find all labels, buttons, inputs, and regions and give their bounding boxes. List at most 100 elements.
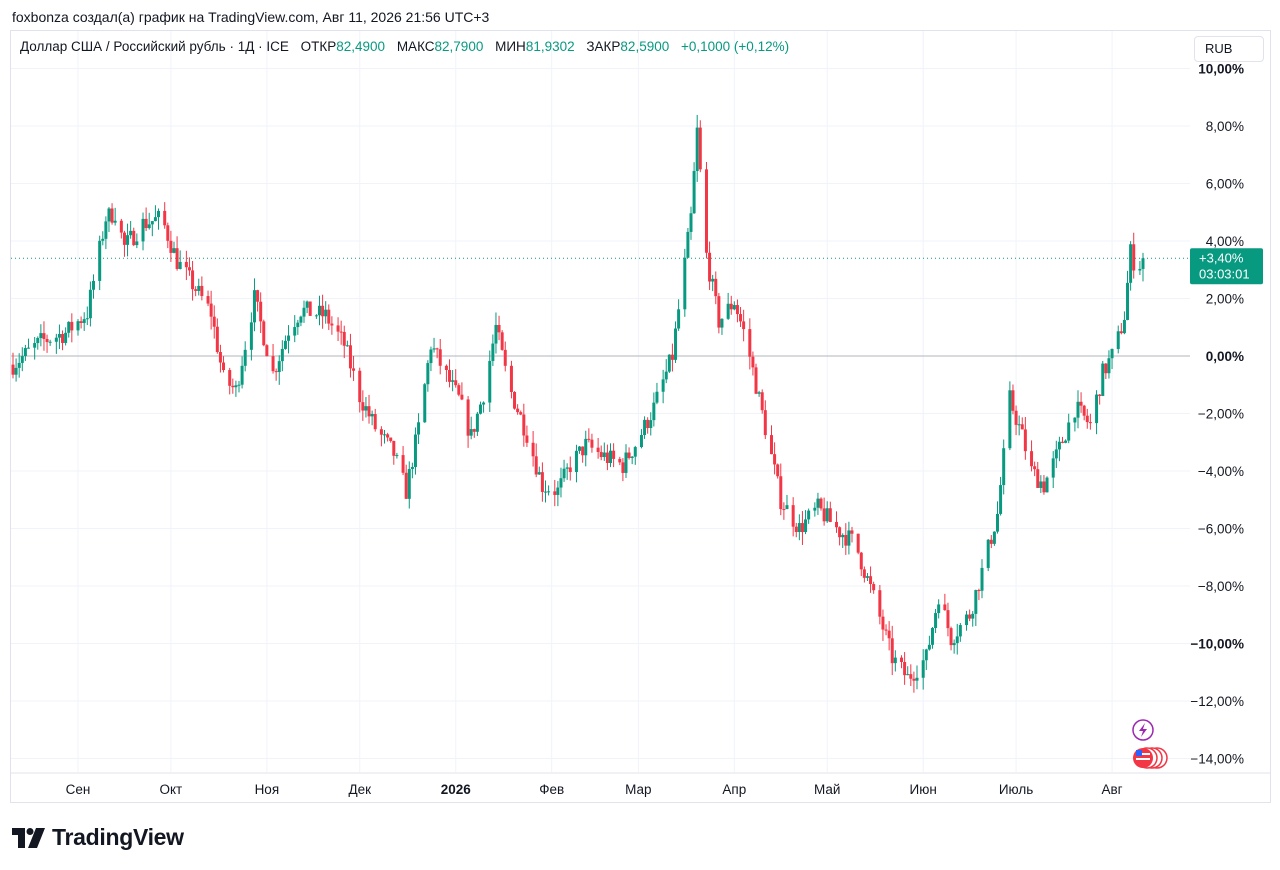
x-tick-label: Июн [910,782,937,797]
candle-body [438,349,442,366]
candle-body [26,347,30,349]
candle-body [339,331,343,333]
candle-body [757,392,761,394]
candle-body [599,452,603,458]
candle-body [652,402,656,421]
axis-layer: 10,00% 8,00% 6,00% 4,00% 2,00% 0,00% −2,00% −4,… [11,62,1270,797]
candle-body [265,345,269,357]
candle-body [760,392,764,411]
candle-body [169,240,173,253]
candle-body [850,530,854,534]
candle-body [1107,358,1111,374]
candle-body [70,321,74,331]
candle-body [674,328,678,360]
candle-body [1104,363,1108,374]
candle-body [531,442,535,457]
candle-body [444,365,448,370]
candle-body [352,368,356,371]
candle-body [621,462,625,473]
candle-body [989,539,993,544]
candle-body [785,505,789,510]
candle-body [977,590,981,592]
candle-body [1042,481,1046,493]
candle-body [881,616,885,630]
candle-body [633,447,637,457]
candle-body [856,533,860,553]
candle-body [779,476,783,510]
candle-body [565,467,569,469]
candle-body [624,452,628,473]
candle-body [413,434,417,467]
candle-body [587,438,591,440]
candle-body [903,662,907,676]
us-flag-event-icon [1133,747,1168,769]
y-tick-label: −14,00% [1190,752,1244,767]
candle-body [1061,441,1065,443]
candle-body [1085,415,1089,423]
x-tick-label: 2026 [441,782,472,797]
candle-body [1110,348,1114,359]
candle-body [426,363,430,385]
candle-body [509,365,513,392]
candle-body [314,315,318,317]
candle-body [943,604,947,611]
candle-body [714,278,718,297]
chart-legend: Доллар США / Российский рубль · 1Д · ICE… [20,39,797,54]
candle-body [215,326,219,352]
candle-body [1011,390,1015,411]
candle-body [48,341,52,343]
candle-body [717,296,721,328]
candle-body [1045,477,1049,493]
y-tick-label: 6,00% [1206,177,1244,192]
candle-body [299,316,303,323]
candle-body [488,360,492,403]
candle-body [200,285,204,297]
candle-body [639,434,643,448]
candle-body [147,224,151,229]
candle-body [91,280,95,290]
candle-body [847,530,851,546]
candle-body [135,241,139,246]
tradingview-logo[interactable]: TradingView [12,824,184,851]
candle-body [417,422,421,435]
candle-body [667,354,671,372]
y-tick-label: 4,00% [1206,234,1244,249]
legend-change: +0,1000 (+0,12%) [681,39,790,54]
candle-body [262,321,266,346]
candle-body [513,391,517,409]
candle-body [655,391,659,403]
candle-body [23,348,27,357]
candle-body [373,414,377,430]
candle-body [383,434,387,436]
x-tick-label: Дек [348,782,371,797]
candle-body [249,322,253,350]
us-flag-stripe [1136,753,1150,755]
currency-selector-button[interactable]: RUB [1194,36,1264,62]
candle-body [302,307,306,317]
candle-body [271,356,275,372]
candle-body [1017,424,1021,426]
candle-body [122,232,126,245]
candle-body [98,240,102,281]
candle-body [252,290,256,323]
us-flag-canton [1136,750,1142,756]
candle-body [172,248,176,253]
candle-body [20,356,24,363]
candle-body [900,657,904,663]
candle-body [742,321,746,330]
candle-body [67,321,71,333]
candle-body [754,367,758,394]
candle-body [909,674,913,679]
candle-body [804,519,808,533]
y-tick-label: −2,00% [1198,407,1244,422]
candle-body [194,289,198,291]
candle-body [720,318,724,328]
candle-body [386,434,390,438]
candle-body [157,210,161,218]
candle-body [791,505,795,527]
candle-body [491,343,495,361]
candle-body [556,487,560,495]
candle-body [1088,422,1092,424]
candle-body [392,440,396,456]
